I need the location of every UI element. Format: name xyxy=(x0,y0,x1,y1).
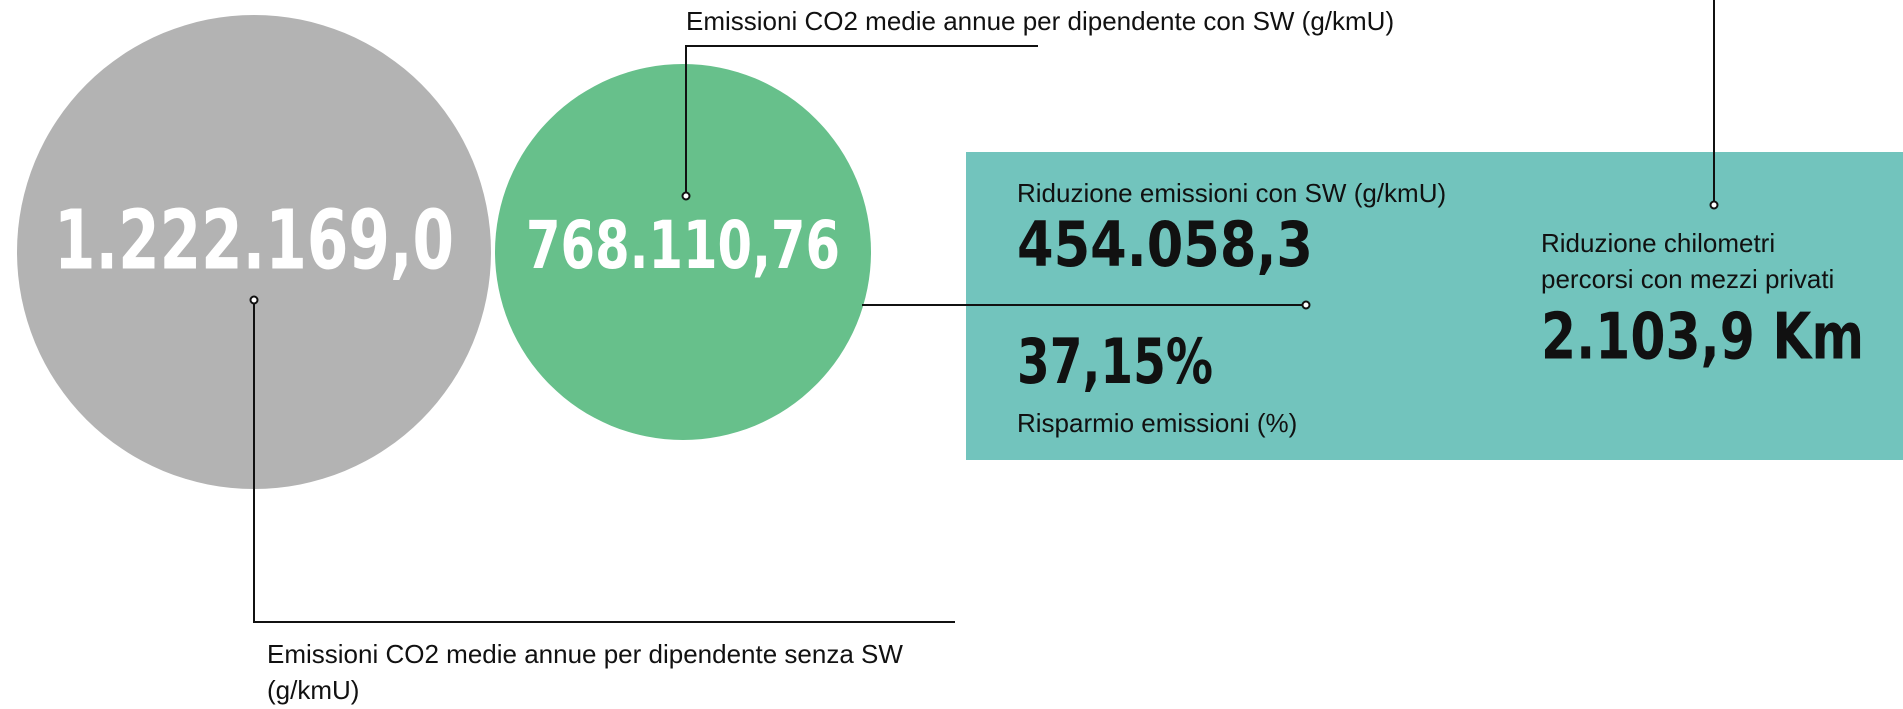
saving-value: 37,15% xyxy=(1017,325,1213,398)
saving-label: Risparmio emissioni (%) xyxy=(1017,408,1297,438)
value-without-sw: 1.222.169,0 xyxy=(54,193,454,288)
connector xyxy=(253,300,955,623)
connector-dot xyxy=(681,191,691,201)
value-with-sw: 768.110,76 xyxy=(526,207,840,284)
connector-dot xyxy=(1301,300,1311,310)
label-with-sw: Emissioni CO2 medie annue per dipendente… xyxy=(686,6,1394,36)
km-label: Riduzione chilometri xyxy=(1541,228,1775,258)
connector-dot xyxy=(1709,200,1719,210)
connector xyxy=(685,45,1038,195)
km-value: 2.103,9 Km xyxy=(1541,301,1864,375)
reduction-label: Riduzione emissioni con SW (g/kmU) xyxy=(1017,178,1446,208)
label-without-sw: Emissioni CO2 medie annue per dipendente… xyxy=(267,639,903,669)
circle-with-sw xyxy=(495,64,871,440)
label-without-sw: (g/kmU) xyxy=(267,675,359,705)
km-label: percorsi con mezzi privati xyxy=(1541,264,1834,294)
circle-without-sw xyxy=(17,15,491,489)
reduction-value: 454.058,3 xyxy=(1017,208,1313,281)
connector-dot xyxy=(249,295,259,305)
